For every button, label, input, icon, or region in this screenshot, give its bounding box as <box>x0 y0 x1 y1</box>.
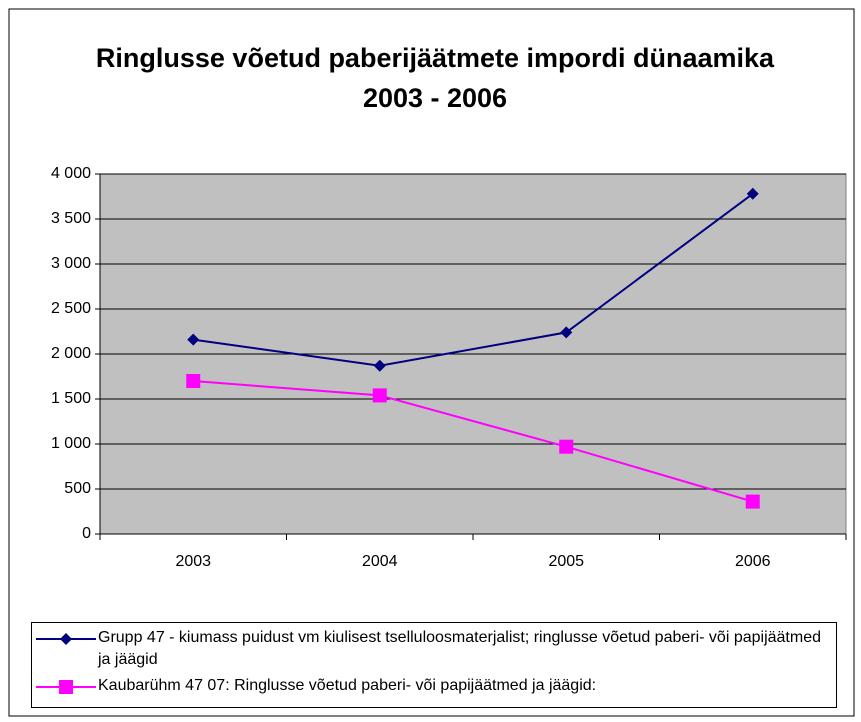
legend-label: Kaubarühm 47 07: Ringlusse võetud paberi… <box>98 677 597 694</box>
marker <box>187 333 200 346</box>
legend-swatch <box>36 680 96 694</box>
chart-title: Ringlusse võetud paberijäätmete impordi … <box>95 43 775 113</box>
legend-item: Grupp 47 - kiumass puidust vm kiulisest … <box>32 627 836 671</box>
x-tick-label: 2005 <box>548 553 584 570</box>
chart-border <box>8 8 855 717</box>
legend: Grupp 47 - kiumass puidust vm kiulisest … <box>31 622 837 708</box>
marker <box>59 680 73 694</box>
marker <box>746 187 759 200</box>
series-line <box>193 192 754 367</box>
legend-item: Kaubarühm 47 07: Ringlusse võetud paberi… <box>32 675 836 697</box>
x-tick-label: 2004 <box>362 553 398 570</box>
legend-label: Grupp 47 - kiumass puidust vm kiulisest … <box>98 629 821 668</box>
marker <box>373 359 386 372</box>
y-tick-label: 3 000 <box>51 255 91 272</box>
series-line <box>193 380 754 503</box>
x-tick-label: 2003 <box>175 553 211 570</box>
x-tick-label: 2006 <box>735 553 771 570</box>
y-tick-label: 2 500 <box>51 300 91 317</box>
marker <box>372 388 387 403</box>
legend-swatch <box>36 633 96 645</box>
marker <box>745 494 760 509</box>
y-tick-label: 0 <box>82 525 91 542</box>
y-tick-label: 1 500 <box>51 390 91 407</box>
y-tick-label: 1 000 <box>51 435 91 452</box>
y-tick-label: 3 500 <box>51 210 91 227</box>
marker <box>559 439 574 454</box>
y-tick-label: 4 000 <box>51 165 91 182</box>
y-tick-label: 500 <box>64 480 91 497</box>
y-tick-label: 2 000 <box>51 345 91 362</box>
marker <box>60 633 72 645</box>
marker <box>560 326 573 339</box>
marker <box>186 374 201 388</box>
